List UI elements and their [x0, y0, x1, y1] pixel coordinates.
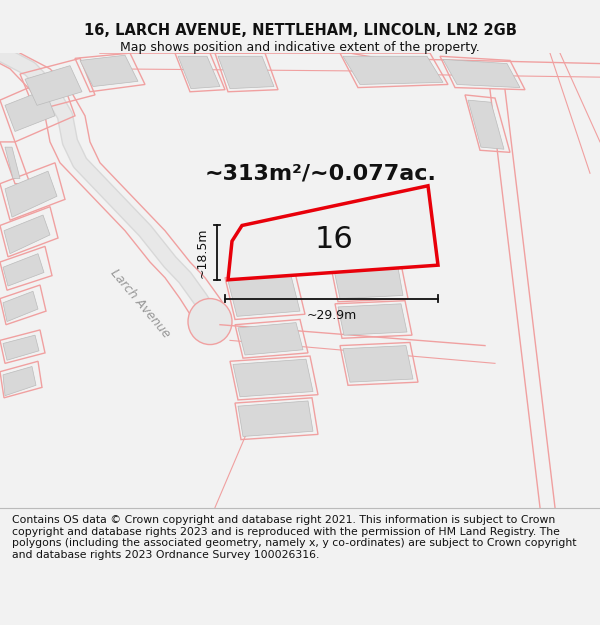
Polygon shape: [228, 276, 300, 316]
Polygon shape: [228, 186, 438, 280]
Text: Map shows position and indicative extent of the property.: Map shows position and indicative extent…: [120, 41, 480, 54]
Text: 16: 16: [314, 225, 353, 254]
Polygon shape: [333, 262, 403, 299]
Polygon shape: [5, 171, 57, 217]
Polygon shape: [4, 215, 50, 254]
Polygon shape: [5, 147, 20, 179]
Polygon shape: [80, 55, 138, 86]
Polygon shape: [25, 66, 82, 106]
Polygon shape: [3, 254, 44, 286]
Polygon shape: [218, 56, 274, 89]
Text: ~313m²/~0.077ac.: ~313m²/~0.077ac.: [205, 163, 437, 183]
Text: ~29.9m: ~29.9m: [307, 309, 356, 322]
Polygon shape: [468, 100, 504, 149]
Polygon shape: [3, 291, 38, 322]
Polygon shape: [238, 322, 303, 355]
Polygon shape: [443, 59, 520, 88]
Text: ~18.5m: ~18.5m: [196, 228, 209, 278]
Polygon shape: [238, 401, 313, 436]
Text: Contains OS data © Crown copyright and database right 2021. This information is : Contains OS data © Crown copyright and d…: [12, 515, 577, 560]
Polygon shape: [343, 346, 413, 382]
Polygon shape: [5, 89, 55, 131]
Polygon shape: [3, 335, 39, 360]
Text: 16, LARCH AVENUE, NETTLEHAM, LINCOLN, LN2 2GB: 16, LARCH AVENUE, NETTLEHAM, LINCOLN, LN…: [83, 23, 517, 38]
Polygon shape: [178, 56, 220, 89]
Polygon shape: [338, 304, 407, 335]
Circle shape: [188, 299, 232, 344]
Polygon shape: [3, 366, 36, 396]
Polygon shape: [233, 359, 313, 397]
Polygon shape: [343, 56, 443, 84]
Text: Larch Avenue: Larch Avenue: [107, 267, 172, 341]
